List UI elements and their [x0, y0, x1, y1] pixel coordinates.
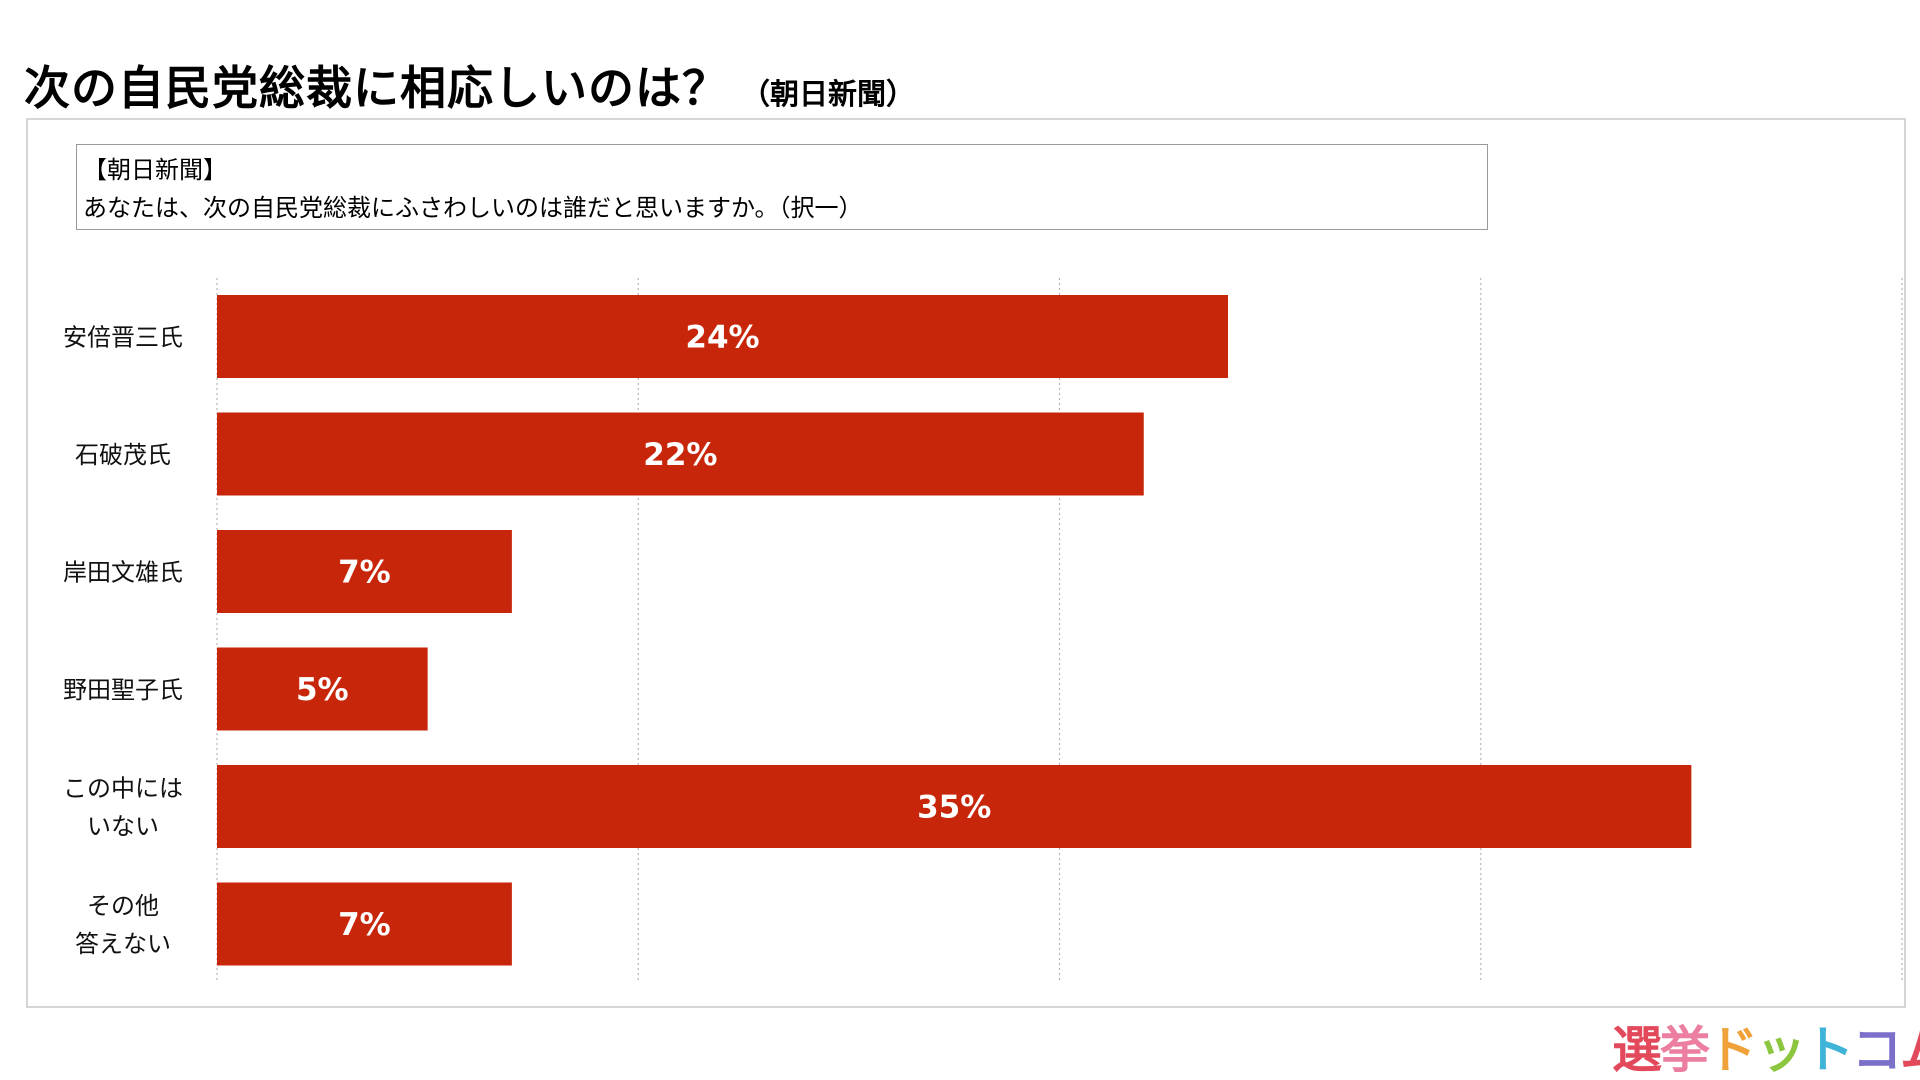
logo-char: 挙	[1660, 1021, 1710, 1079]
site-logo: 選挙ドットコム	[1612, 1010, 1920, 1080]
logo-char: ド	[1708, 1021, 1758, 1079]
bar	[217, 530, 512, 613]
bar	[217, 882, 512, 966]
bar	[217, 647, 428, 731]
title-main: 次の自民党総裁に相応しいのは？	[24, 61, 729, 115]
category-label: いない	[87, 813, 159, 841]
logo-char: ム	[1900, 1021, 1920, 1079]
category-label: 石破茂氏	[75, 441, 171, 469]
bar	[217, 412, 1144, 496]
question-source: 【朝日新聞】	[83, 156, 227, 184]
data-label: 5%	[296, 672, 349, 708]
logo-char: コ	[1852, 1021, 1902, 1079]
data-label: 22%	[643, 437, 717, 473]
data-label: 7%	[338, 907, 391, 943]
logo-char: ト	[1804, 1021, 1854, 1079]
data-label: 35%	[917, 790, 991, 826]
category-label: この中には	[63, 775, 183, 803]
chart-frame	[26, 118, 1906, 1008]
data-label: 7%	[338, 555, 391, 591]
category-label: 岸田文雄氏	[63, 559, 183, 587]
title-source: （朝日新聞）	[741, 77, 916, 111]
bar	[217, 765, 1692, 848]
category-label: 野田聖子氏	[63, 676, 183, 704]
category-label: その他	[87, 892, 159, 920]
logo-char: ッ	[1756, 1021, 1806, 1079]
question-box: 【朝日新聞】 あなたは、次の自民党総裁にふさわしいのは誰だと思いますか。（択一）	[76, 144, 1488, 230]
category-label: 答えない	[75, 930, 171, 958]
logo-char: 選	[1612, 1021, 1662, 1079]
page-title: 次の自民党総裁に相応しいのは？ （朝日新聞）	[24, 52, 915, 118]
question-text: あなたは、次の自民党総裁にふさわしいのは誰だと思いますか。（択一）	[83, 194, 863, 222]
category-label: 安倍晋三氏	[63, 324, 183, 352]
data-label: 24%	[685, 320, 759, 356]
bar	[217, 295, 1228, 378]
